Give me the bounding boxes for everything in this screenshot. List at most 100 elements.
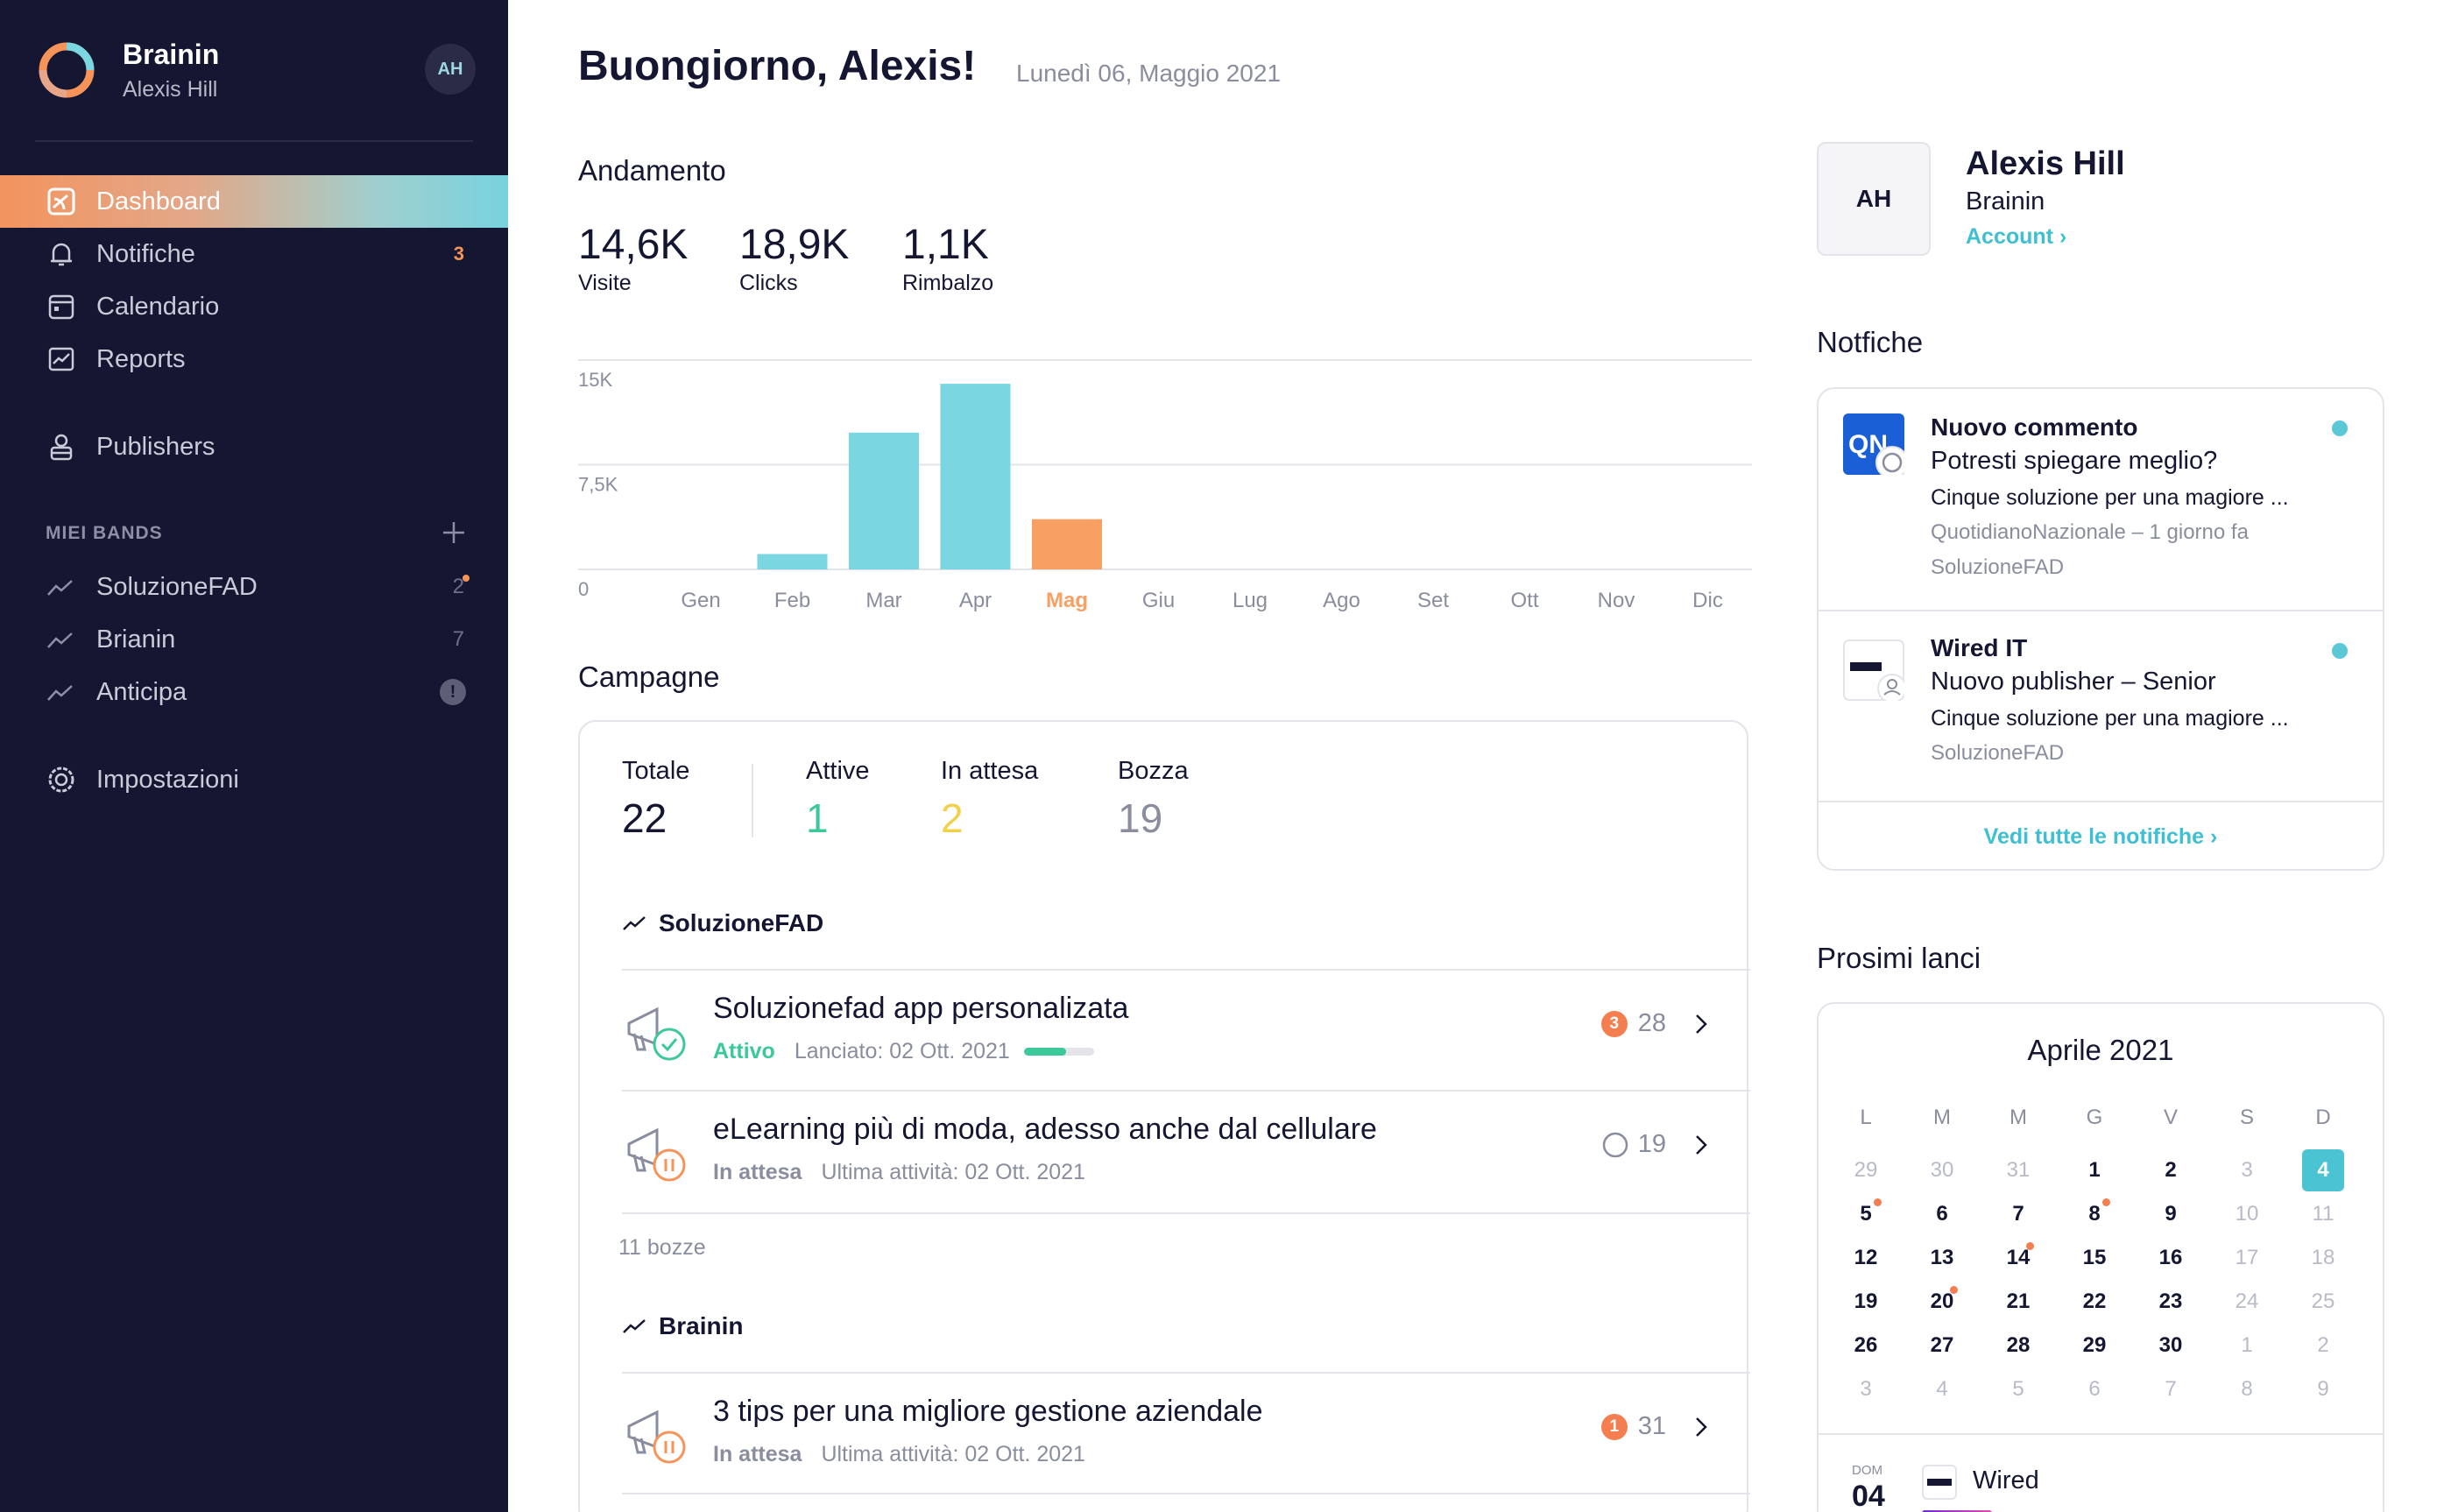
account-link[interactable]: Account › (1966, 224, 2067, 249)
profile-avatar[interactable]: AH (1817, 142, 1931, 256)
kpi-label: In attesa (941, 757, 1039, 785)
campaign-row[interactable]: 3 tips per una migliore gestione azienda… (622, 1374, 1708, 1493)
calendar-day[interactable]: 25 (2311, 1289, 2335, 1313)
weekday-label: L (1860, 1106, 1872, 1129)
calendar-day[interactable]: 7 (2165, 1377, 2177, 1401)
kpi-attive[interactable]: Attive 1 (806, 757, 870, 842)
calendar-day[interactable]: 10 (2235, 1202, 2259, 1226)
calendar-day[interactable]: 8 (2070, 1197, 2119, 1232)
x-tick-label: Nov (1598, 589, 1635, 612)
calendar-day[interactable]: 13 (1930, 1246, 1954, 1269)
calendar-day[interactable]: 29 (2082, 1333, 2107, 1357)
band-item-soluzionefad[interactable]: SoluzioneFAD 2 (0, 561, 508, 613)
kpi-totale[interactable]: Totale 22 (622, 757, 689, 842)
calendar-day[interactable]: 20 (1918, 1284, 1967, 1319)
status-label: Attivo (713, 1039, 775, 1063)
calendar-day[interactable]: 18 (2311, 1246, 2335, 1269)
calendar-day[interactable]: 9 (2165, 1202, 2177, 1226)
kpi-in-attesa[interactable]: In attesa 2 (941, 757, 1038, 842)
calendar-day[interactable]: 28 (2006, 1333, 2031, 1357)
weekday-label: V (2163, 1106, 2178, 1129)
kpi-value: 2 (941, 795, 964, 841)
trend-icon (47, 632, 73, 648)
divider (622, 1090, 1750, 1092)
x-tick-label: Gen (681, 589, 720, 612)
calendar-day[interactable]: 1 (2241, 1333, 2253, 1357)
reports-icon (44, 342, 79, 377)
divider (622, 969, 1750, 971)
calendar-day[interactable]: 2 (2317, 1333, 2329, 1357)
calendar-day[interactable]: 7 (2012, 1202, 2024, 1226)
calendar-day[interactable]: 17 (2235, 1246, 2259, 1269)
calendar-day[interactable]: 11 (2312, 1202, 2334, 1226)
calendar-day[interactable]: 1 (2088, 1158, 2101, 1182)
x-tick-label: Giu (1142, 589, 1175, 612)
sidebar-divider (35, 140, 473, 142)
calendar-day[interactable]: 23 (2158, 1289, 2183, 1313)
drafts-count[interactable]: 11 bozze (618, 1235, 706, 1260)
kpi-label: Attive (806, 757, 870, 785)
sidebar-item-reports[interactable]: Reports (0, 333, 508, 385)
user-avatar[interactable]: AH (425, 44, 476, 95)
campaign-stats: 19 (1601, 1130, 1708, 1159)
divider (622, 1372, 1750, 1374)
sidebar-item-calendario[interactable]: Calendario (0, 280, 508, 333)
notification-description: Cinque soluzione per una magiore ... (1931, 485, 2289, 510)
launch-name[interactable]: Wired (1973, 1466, 2039, 1494)
calendar-day[interactable]: 30 (2158, 1333, 2183, 1357)
stat-clicks: 18,9K Clicks (739, 221, 849, 296)
calendar-icon (44, 289, 79, 324)
calendar-day[interactable]: 19 (1854, 1289, 1878, 1313)
unread-dot (2332, 420, 2348, 436)
calendar-day[interactable]: 5 (1841, 1197, 1890, 1232)
calendar-day-today[interactable]: 4 (2302, 1149, 2344, 1191)
notification-item[interactable]: Wired IT Nuovo publisher – Senior Cinque… (1819, 611, 2383, 799)
chevron-right-icon[interactable] (1694, 1134, 1708, 1156)
calendar-day[interactable]: 3 (1860, 1377, 1872, 1401)
campaign-row[interactable]: Soluzionefad app personalizata Attivo La… (622, 971, 1708, 1090)
sidebar-item-impostazioni[interactable]: Impostazioni (0, 753, 508, 806)
calendar-day[interactable]: 22 (2082, 1289, 2107, 1313)
calendar-day[interactable]: 24 (2235, 1289, 2259, 1313)
sidebar-item-notifiche[interactable]: Notifiche 3 (0, 228, 508, 280)
calendar-day[interactable]: 26 (1854, 1333, 1878, 1357)
calendar-day[interactable]: 15 (2082, 1246, 2107, 1269)
calendar-day[interactable]: 27 (1930, 1333, 1954, 1357)
kpi-bozza[interactable]: Bozza 19 (1118, 757, 1189, 842)
add-band-plus-icon[interactable] (438, 517, 470, 548)
trend-icon (47, 685, 73, 701)
calendar-day[interactable]: 31 (2006, 1158, 2031, 1182)
stat-rimbalzo: 1,1K Rimbalzo (902, 221, 993, 296)
chevron-right-icon[interactable] (1694, 1013, 1708, 1035)
view-all-notifications-link[interactable]: Vedi tutte le notifiche › (1819, 801, 2383, 871)
andamento-bar-chart: 15K 7,5K 0 Gen Feb Mar Apr Mag Giu Lug Ago Set Ott No… (578, 359, 1752, 612)
sidebar-item-publishers[interactable]: Publishers (0, 420, 508, 473)
band-item-label: Anticipa (96, 677, 187, 706)
calendar-day[interactable]: 29 (1854, 1158, 1878, 1182)
campaign-row[interactable]: eLearning più di moda, adesso anche dal … (622, 1092, 1708, 1211)
event-dot (1950, 1286, 1958, 1294)
notification-title: Nuovo commento (1931, 413, 2138, 441)
calendar-day[interactable]: 14 (1994, 1240, 2043, 1275)
band-item-brianin[interactable]: Brianin 7 (0, 613, 508, 666)
sidebar-item-dashboard[interactable]: Dashboard (0, 175, 508, 228)
comment-count: 28 (1637, 1009, 1666, 1037)
calendar-day[interactable]: 6 (1936, 1202, 1948, 1226)
calendar-day[interactable]: 30 (1930, 1158, 1954, 1182)
calendar-day[interactable]: 12 (1854, 1246, 1878, 1269)
notification-item[interactable]: QN Nuovo commento Potresti spiegare megl… (1819, 389, 2383, 610)
kpi-label: Totale (622, 757, 690, 785)
band-item-anticipa[interactable]: Anticipa ! (0, 666, 508, 718)
calendar-day[interactable]: 9 (2317, 1377, 2329, 1401)
kpi-label: Bozza (1118, 757, 1189, 785)
calendar-day[interactable]: 3 (2241, 1158, 2253, 1182)
calendar-day[interactable]: 2 (2165, 1158, 2177, 1182)
calendar-day[interactable]: 4 (1936, 1377, 1948, 1401)
calendar-day[interactable]: 6 (2088, 1377, 2101, 1401)
trend-icon (623, 1319, 646, 1333)
calendar-day[interactable]: 8 (2241, 1377, 2253, 1401)
chevron-right-icon[interactable] (1694, 1416, 1708, 1438)
calendar-day[interactable]: 5 (2012, 1377, 2024, 1401)
calendar-day[interactable]: 16 (2158, 1246, 2183, 1269)
calendar-day[interactable]: 21 (2006, 1289, 2031, 1313)
